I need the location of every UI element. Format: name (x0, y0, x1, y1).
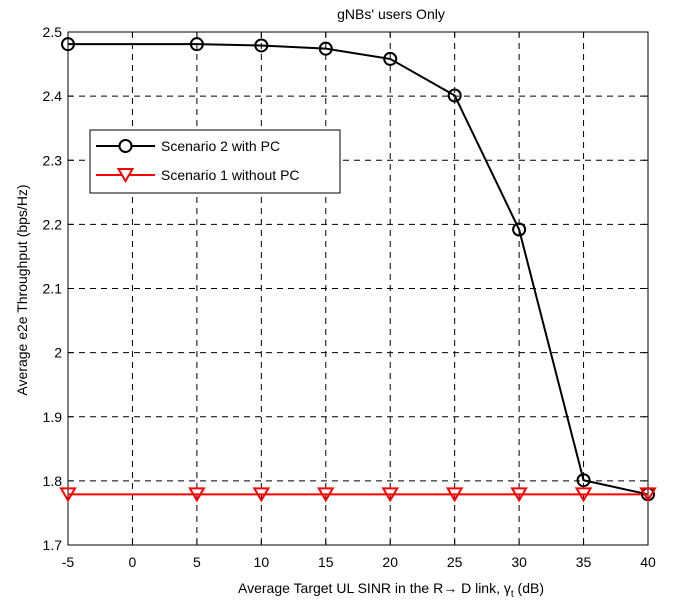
y-ticks: 1.7 1.8 1.9 2 2.1 2.2 2.3 2.4 2.5 (43, 24, 648, 553)
data-point-triangle (639, 487, 657, 503)
legend: Scenario 2 with PC Scenario 1 without PC (89, 129, 341, 194)
legend-label-scenario-2: Scenario 2 with PC (161, 138, 280, 154)
y-tick-label: 2.5 (43, 24, 63, 40)
x-axis-label-rest: D link, (457, 580, 504, 596)
x-tick-label: 5 (193, 554, 201, 570)
x-tick-label: 15 (318, 554, 334, 570)
legend-box (89, 129, 341, 194)
x-axis-label-gamma: γ (504, 580, 511, 596)
y-tick-label: 2 (54, 345, 62, 361)
data-point-circle (189, 37, 204, 52)
x-axis-label-unit: (dB) (514, 580, 544, 596)
legend-marker-circle (118, 139, 133, 153)
y-axis-label: Average e2e Throughput (bps/Hz) (14, 184, 30, 395)
y-tick-label: 1.9 (43, 409, 63, 425)
data-point-triangle (317, 487, 335, 503)
x-axis-label-sub: t (511, 589, 514, 600)
y-tick-label: 1.7 (43, 537, 63, 553)
x-tick-label: 10 (254, 554, 270, 570)
data-point-circle (576, 473, 591, 488)
data-point-triangle (59, 487, 77, 503)
y-tick-label: 1.8 (43, 473, 63, 489)
x-tick-label: 0 (129, 554, 137, 570)
x-axis-label: Average Target UL SINR in the R→ D link,… (238, 580, 544, 600)
x-tick-label: -5 (62, 554, 75, 570)
x-axis-label-main: Average Target UL SINR in the R (238, 580, 443, 596)
data-point-triangle (381, 487, 399, 503)
chart-title: gNBs' users Only (337, 6, 445, 22)
data-point-triangle (445, 487, 464, 503)
y-tick-label: 2.1 (43, 281, 63, 297)
grid (68, 32, 648, 545)
data-point-circle (383, 51, 398, 66)
data-point-triangle (188, 487, 206, 503)
x-tick-label: 20 (382, 554, 398, 570)
data-point-circle (512, 222, 527, 237)
x-tick-label: 25 (447, 554, 463, 570)
data-point-triangle (252, 487, 271, 503)
y-tick-label: 2.2 (43, 216, 63, 232)
y-tick-label: 2.4 (43, 88, 63, 104)
x-tick-label: 35 (576, 554, 592, 570)
x-tick-label: 40 (640, 554, 656, 570)
data-point-triangle (574, 487, 593, 503)
series-layer (59, 37, 657, 503)
data-point-circle (447, 88, 462, 103)
x-ticks: -5 0 5 10 15 20 25 30 35 40 (62, 32, 656, 570)
legend-marker-triangle (116, 168, 135, 183)
data-point-circle (318, 41, 333, 56)
y-tick-label: 2.3 (43, 152, 63, 168)
data-point-triangle (510, 487, 528, 503)
data-point-circle (61, 37, 75, 52)
series-line-0 (68, 43, 649, 496)
legend-label-scenario-1: Scenario 1 without PC (161, 167, 300, 183)
data-point-circle (254, 38, 269, 53)
x-axis-label-arrow: → (443, 580, 457, 596)
x-tick-label: 30 (511, 554, 527, 570)
